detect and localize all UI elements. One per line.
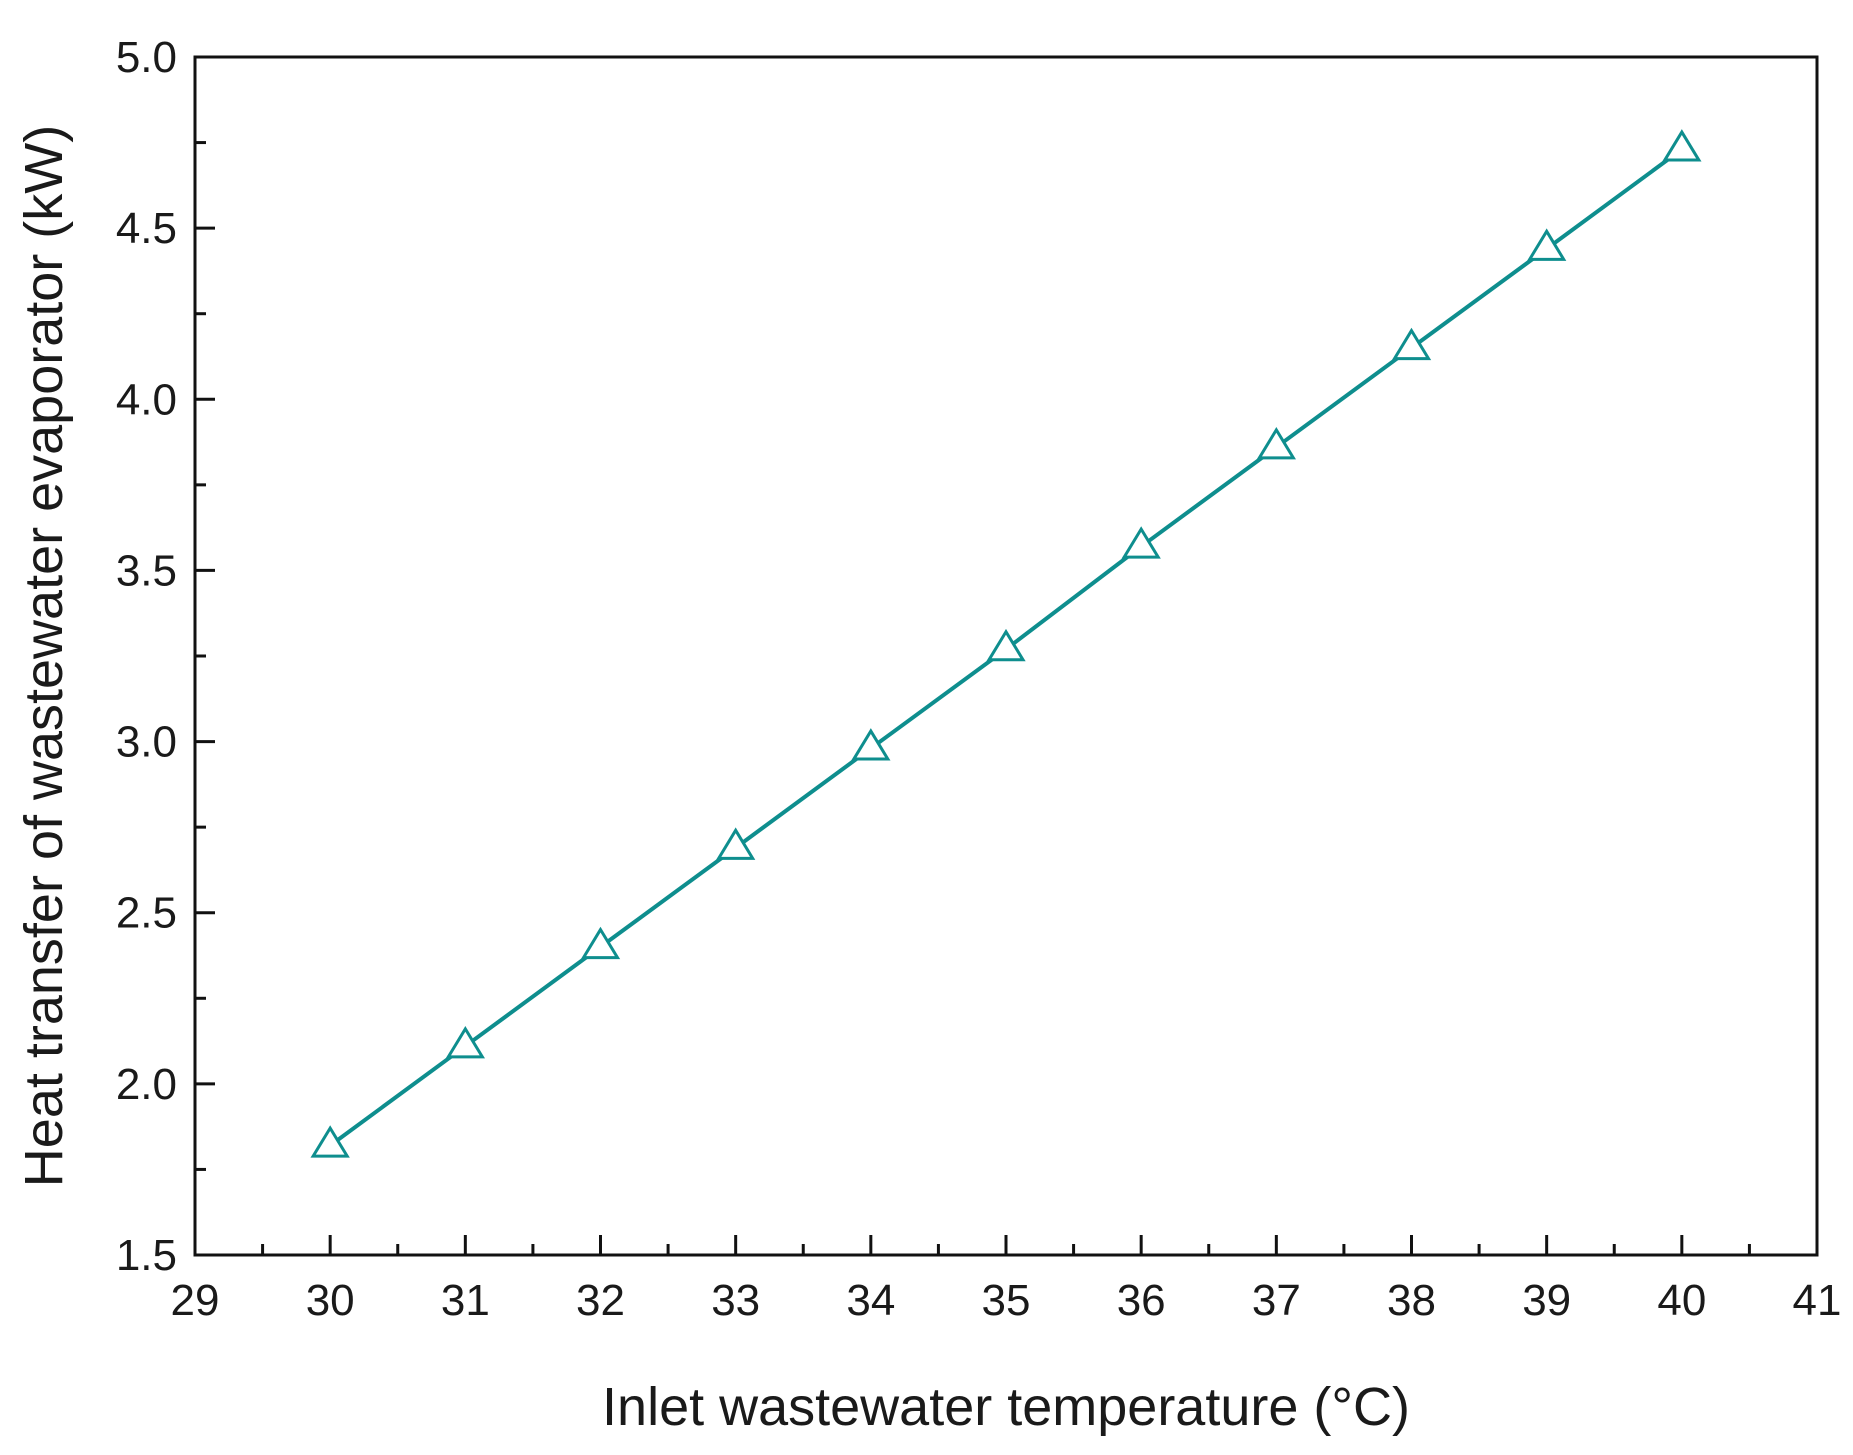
y-tick-label: 3.5 xyxy=(116,546,177,595)
x-tick-label: 38 xyxy=(1387,1276,1436,1325)
x-tick-label: 35 xyxy=(982,1276,1031,1325)
x-axis-title: Inlet wastewater temperature (°C) xyxy=(602,1377,1410,1437)
x-tick-label: 33 xyxy=(711,1276,760,1325)
x-tick-label: 36 xyxy=(1117,1276,1166,1325)
y-tick-label: 2.5 xyxy=(116,889,177,938)
y-tick-label: 4.0 xyxy=(116,375,177,424)
y-tick-label: 3.0 xyxy=(116,718,177,767)
x-tick-label: 29 xyxy=(171,1276,220,1325)
x-axis: 29 30 31 32 33 34 35 36 37 38 39 40 41 xyxy=(171,1235,1842,1325)
data-point-marker xyxy=(580,926,621,960)
x-tick-label: 37 xyxy=(1252,1276,1301,1325)
data-point-marker xyxy=(1662,129,1702,162)
y-tick-label: 2.0 xyxy=(116,1060,177,1109)
y-tick-label: 4.5 xyxy=(116,204,177,253)
x-tick-label: 32 xyxy=(576,1276,625,1325)
data-point-marker xyxy=(1391,327,1432,361)
x-tick-label: 34 xyxy=(846,1276,895,1325)
data-point-marker xyxy=(445,1025,485,1059)
data-point-marker xyxy=(1256,426,1296,460)
data-point-marker xyxy=(851,728,891,761)
series-layer xyxy=(310,129,1702,1158)
y-tick-label: 5.0 xyxy=(116,33,177,82)
x-tick-label: 41 xyxy=(1793,1276,1842,1325)
x-tick-label: 39 xyxy=(1522,1276,1571,1325)
y-axis: 1.5 2.0 2.5 3.0 3.5 4.0 4.5 5.0 xyxy=(116,33,215,1280)
data-point-marker xyxy=(310,1125,350,1158)
x-tick-label: 31 xyxy=(441,1276,490,1325)
data-point-marker xyxy=(1527,228,1567,261)
data-point-marker xyxy=(1121,526,1161,559)
y-tick-label: 1.5 xyxy=(116,1231,177,1280)
y-axis-title: Heat transfer of wastewater evaporator (… xyxy=(14,125,74,1187)
x-tick-label: 30 xyxy=(306,1276,355,1325)
data-point-marker xyxy=(716,827,756,860)
x-tick-label: 40 xyxy=(1657,1276,1706,1325)
data-point-marker xyxy=(986,628,1026,662)
